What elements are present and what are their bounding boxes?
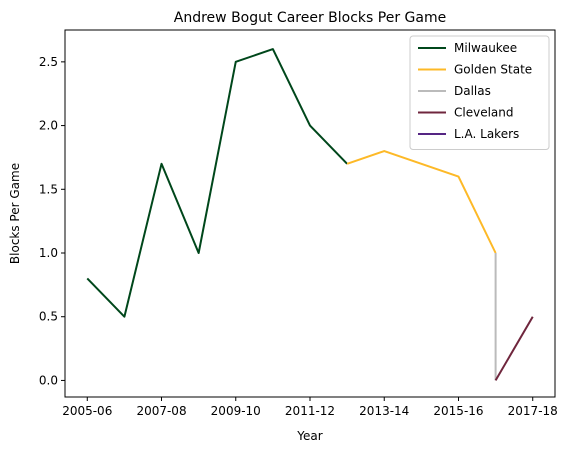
legend-label-l-a-lakers: L.A. Lakers — [454, 127, 519, 141]
chart-title: Andrew Bogut Career Blocks Per Game — [174, 10, 446, 26]
x-tick-label: 2013-14 — [359, 404, 409, 418]
x-axis: 2005-06 2007-08 2009-10 2011-12 2013-14 2015-… — [62, 397, 558, 418]
x-tick-label: 2005-06 — [62, 404, 112, 418]
y-tick-label: 2.5 — [39, 55, 58, 69]
legend-box — [409, 35, 550, 150]
y-tick-label: 0.5 — [39, 310, 58, 324]
legend-label-cleveland: Cleveland — [454, 106, 514, 120]
x-axis-label: Year — [296, 429, 322, 443]
series-line-milwaukee — [86, 48, 348, 318]
x-tick-label: 2007-08 — [136, 404, 186, 418]
x-tick-label: 2015-16 — [433, 404, 483, 418]
series-line-cleveland — [494, 316, 534, 381]
x-tick-label: 2011-12 — [285, 404, 335, 418]
series-line-golden-state — [346, 150, 497, 254]
legend-label-dallas: Dallas — [454, 84, 491, 98]
y-tick-label: 1.5 — [39, 182, 58, 196]
y-tick-label: 2.0 — [39, 119, 58, 133]
legend-label-milwaukee: Milwaukee — [454, 41, 517, 55]
x-tick-label: 2009-10 — [211, 404, 261, 418]
y-tick-label: 0.0 — [39, 373, 58, 387]
legend-label-golden-state: Golden State — [454, 63, 532, 77]
y-axis: 0.0 0.5 1.0 1.5 2.0 2.5 — [39, 55, 65, 387]
plot-lines — [86, 48, 534, 381]
x-tick-label: 2017-18 — [508, 404, 558, 418]
legend: Milwaukee Golden State Dallas Cleveland L.A.… — [409, 35, 550, 150]
y-axis-label: Blocks Per Game — [8, 163, 22, 264]
y-tick-label: 1.0 — [39, 246, 58, 260]
